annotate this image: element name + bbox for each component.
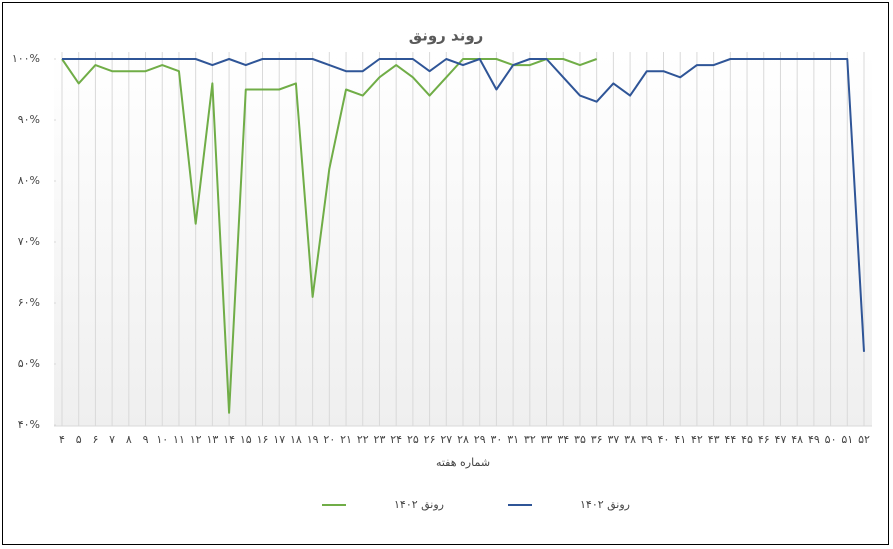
- x-tick-label: ۳۱: [507, 433, 519, 446]
- legend-label: رونق ۱۴۰۲: [394, 498, 444, 512]
- y-tick-label: ۷۰%: [18, 235, 40, 248]
- x-tick-label: ۴۸: [791, 433, 803, 446]
- x-tick-label: ۳۶: [591, 433, 603, 446]
- x-tick-label: ۱۷: [273, 433, 285, 446]
- x-tick-label: ۳۸: [624, 433, 636, 446]
- x-tick-label: ۱۹: [307, 433, 319, 446]
- x-tick-label: ۲۱: [340, 433, 352, 446]
- chart-title: روند رونق: [409, 27, 484, 45]
- x-tick-label: ۸: [126, 433, 132, 446]
- series-line: [61, 58, 598, 414]
- y-tick-label: ۵۰%: [18, 357, 40, 370]
- x-tick-label: ۴۴: [724, 433, 736, 446]
- x-tick-label: ۱۸: [290, 433, 302, 446]
- x-tick-label: ۲۸: [457, 433, 469, 446]
- legend-label: رونق ۱۴۰۲: [580, 498, 630, 512]
- x-tick-label: ۲۲: [357, 433, 369, 446]
- y-tick-label: ۴۰%: [18, 418, 40, 431]
- x-tick-label: ۲۵: [407, 433, 419, 446]
- y-tick-label: ۶۰%: [18, 296, 40, 309]
- x-tick-label: ۴۹: [808, 433, 820, 446]
- x-tick-label: ۲۹: [474, 433, 486, 446]
- x-tick-label: ۴۱: [674, 433, 686, 446]
- x-tick-label: ۵۲: [858, 433, 870, 446]
- x-tick-label: ۲۳: [374, 433, 386, 446]
- y-tick-label: ۱۰۰%: [12, 52, 40, 65]
- x-tick-label: ۴۵: [741, 433, 753, 446]
- x-tick-label: ۴۷: [775, 433, 787, 446]
- x-tick-label: ۱۵: [240, 433, 252, 446]
- x-tick-label: ۴۲: [691, 433, 703, 446]
- x-tick-label: ۶: [92, 433, 98, 446]
- x-tick-label: ۵۰: [825, 433, 837, 446]
- x-tick-label: ۳۷: [607, 433, 619, 446]
- x-tick-label: ۹: [143, 433, 149, 446]
- x-tick-label: ۱۰: [156, 433, 168, 446]
- x-tick-label: ۱۱: [173, 433, 185, 446]
- x-tick-label: ۲۷: [440, 433, 452, 446]
- x-tick-label: ۱۶: [257, 433, 269, 446]
- x-tick-label: ۴۰: [658, 433, 670, 446]
- x-tick-label: ۳۰: [491, 433, 503, 446]
- x-tick-label: ۱۳: [206, 433, 218, 446]
- x-tick-label: ۷: [109, 433, 115, 446]
- x-tick-label: ۴۳: [708, 433, 720, 446]
- x-tick-label: ۱۲: [190, 433, 202, 446]
- y-tick-label: ۸۰%: [18, 174, 40, 187]
- x-tick-label: ۲۶: [424, 433, 436, 446]
- x-axis-label: شماره هفته: [436, 456, 490, 469]
- x-tick-label: ۲۰: [323, 433, 335, 446]
- x-tick-label: ۲۴: [390, 433, 402, 446]
- x-tick-label: ۴۶: [758, 433, 770, 446]
- x-tick-label: ۳۳: [541, 433, 553, 446]
- x-tick-label: ۳۲: [524, 433, 536, 446]
- x-tick-label: ۵: [76, 433, 82, 446]
- x-tick-label: ۵۱: [841, 433, 853, 446]
- x-tick-label: ۳۴: [557, 433, 569, 446]
- y-tick-label: ۹۰%: [18, 113, 40, 126]
- x-tick-label: ۳۵: [574, 433, 586, 446]
- x-tick-label: ۳۹: [641, 433, 653, 446]
- x-tick-label: ۱۴: [223, 433, 235, 446]
- series-line: [62, 58, 865, 352]
- x-tick-label: ۴: [59, 433, 65, 446]
